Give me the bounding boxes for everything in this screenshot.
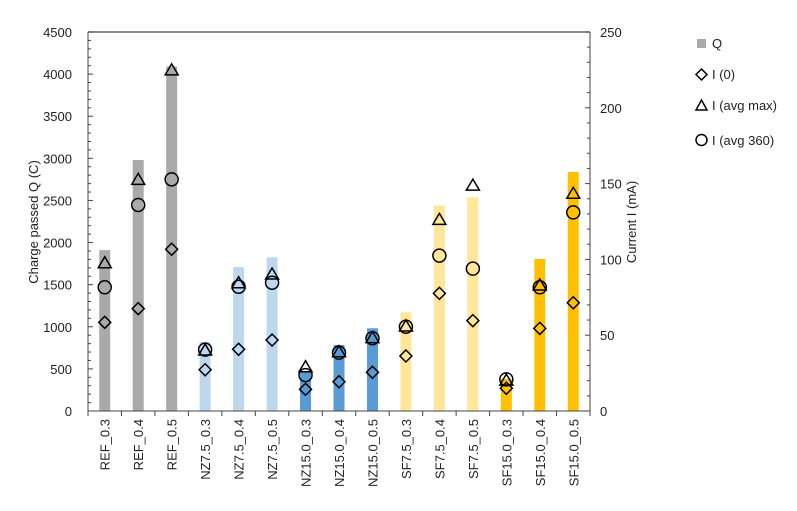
y-tick-label: 3500 xyxy=(43,109,72,124)
bar-SF7.5_0.4 xyxy=(433,205,445,411)
marker-circle-REF_0.3 xyxy=(97,280,112,295)
marker-circle-NZ15.0_0.4 xyxy=(331,345,347,360)
marker-circle-SF15.0_0.4 xyxy=(532,280,548,295)
bar-SF15.0_0.5 xyxy=(567,171,579,411)
marker-diamond-NZ15.0_0.4 xyxy=(331,374,347,389)
bar-NZ15.0_0.5 xyxy=(366,328,378,411)
marker-triangle-NZ15.0_0.3 xyxy=(297,359,314,373)
y-tick-label: 2500 xyxy=(43,193,72,208)
x-tick-label: REF_0.3 xyxy=(98,419,113,470)
bar-REF_0.5 xyxy=(166,66,178,411)
marker-triangle-SF15.0_0.4 xyxy=(531,277,548,291)
x-tick-label: SF15.0_0.5 xyxy=(566,419,581,486)
x-tick-label: NZ7.5_0.4 xyxy=(232,419,247,480)
bar-NZ15.0_0.3 xyxy=(300,371,312,411)
x-tick-label: REF_0.4 xyxy=(131,419,146,470)
legend-diamond-icon xyxy=(694,67,709,82)
marker-triangle-REF_0.3 xyxy=(96,255,113,269)
marker-circle-REF_0.5 xyxy=(164,172,179,187)
marker-triangle-NZ7.5_0.3 xyxy=(197,342,213,356)
y-tick-label: 4000 xyxy=(43,67,72,82)
marker-circle-NZ15.0_0.5 xyxy=(365,330,380,346)
marker-diamond-NZ7.5_0.5 xyxy=(265,332,280,348)
x-tick-label: NZ15.0_0.4 xyxy=(332,419,347,487)
y-tick-label: 3000 xyxy=(43,151,72,166)
axes: 0 500 1000 1500 2000 2500 3000 3500 4000 4500 0 50 1… xyxy=(43,25,622,487)
marker-diamond-REF_0.4 xyxy=(131,301,146,316)
x-tick-label: SF15.0_0.4 xyxy=(533,419,548,486)
x-tick-label: NZ15.0_0.3 xyxy=(299,419,314,487)
y2-tick-label: 50 xyxy=(600,328,614,343)
marker-triangle-SF7.5_0.5 xyxy=(465,177,481,191)
marker-triangle-REF_0.5 xyxy=(163,62,180,76)
bar-REF_0.4 xyxy=(132,160,144,411)
marker-circle-SF15.0_0.5 xyxy=(566,205,581,220)
x-tick-label: NZ7.5_0.3 xyxy=(198,419,213,480)
y2-tick-label: 200 xyxy=(600,101,622,116)
x-tick-label: SF7.5_0.4 xyxy=(432,419,447,479)
y2-tick-label: 100 xyxy=(600,252,622,267)
marker-triangle-SF15.0_0.5 xyxy=(565,185,582,200)
y-tick-label: 4500 xyxy=(43,25,72,40)
bar-SF7.5_0.5 xyxy=(467,197,479,411)
bar-REF_0.3 xyxy=(99,250,111,411)
legend: Q I (0) I (avg max) I (avg 360) xyxy=(694,36,777,148)
legend-q-label: Q xyxy=(712,36,722,51)
marker-diamond-NZ7.5_0.3 xyxy=(198,362,213,377)
marker-triangle-NZ15.0_0.5 xyxy=(364,330,381,344)
marker-diamond-SF7.5_0.4 xyxy=(432,286,447,301)
legend-circle-icon xyxy=(695,133,708,147)
marker-diamond-SF7.5_0.5 xyxy=(465,313,480,328)
marker-circle-SF7.5_0.3 xyxy=(398,319,414,334)
bar-NZ7.5_0.4 xyxy=(233,266,245,411)
y-tick-label: 2000 xyxy=(43,236,72,251)
legend-triangle-icon xyxy=(694,98,709,111)
x-tick-label: SF15.0_0.3 xyxy=(499,419,514,486)
legend-q-swatch xyxy=(697,39,706,48)
marker-diamond-REF_0.5 xyxy=(164,242,179,257)
marker-diamond-SF7.5_0.3 xyxy=(398,348,413,364)
marker-triangle-REF_0.4 xyxy=(130,171,147,186)
x-tick-label: SF7.5_0.3 xyxy=(399,419,414,479)
y-tick-label: 1500 xyxy=(43,278,72,293)
y2-tick-label: 250 xyxy=(600,25,622,40)
y2-tick-label: 0 xyxy=(600,404,607,419)
x-tick-label: NZ7.5_0.5 xyxy=(265,419,280,480)
x-tick-label: NZ15.0_0.5 xyxy=(365,419,380,487)
y2-tick-label: 150 xyxy=(600,177,622,192)
marker-circle-NZ15.0_0.3 xyxy=(298,367,313,383)
marker-circle-SF15.0_0.3 xyxy=(499,372,514,387)
marker-circle-SF7.5_0.4 xyxy=(432,248,447,263)
marker-diamond-NZ7.5_0.4 xyxy=(231,342,246,357)
marker-circle-NZ7.5_0.3 xyxy=(197,342,213,357)
y-tick-label: 0 xyxy=(65,404,72,419)
x-tick-label: REF_0.5 xyxy=(165,419,180,470)
legend-iavgmax-label: I (avg max) xyxy=(712,98,777,113)
marker-triangle-NZ7.5_0.5 xyxy=(264,266,280,280)
marker-triangle-SF7.5_0.4 xyxy=(431,211,448,226)
y-axis-title: Charge passed Q (C) xyxy=(26,160,41,284)
marker-triangle-NZ7.5_0.4 xyxy=(230,275,247,289)
marker-diamond-SF15.0_0.3 xyxy=(499,381,514,396)
y-tick-label: 500 xyxy=(50,362,72,377)
marker-circle-SF7.5_0.5 xyxy=(465,261,481,276)
marker-triangle-SF7.5_0.3 xyxy=(398,318,414,332)
legend-iavg360-label: I (avg 360) xyxy=(712,133,774,148)
marker-diamond-SF15.0_0.4 xyxy=(532,321,547,336)
x-tick-label: SF7.5_0.5 xyxy=(466,419,481,479)
marker-diamond-SF15.0_0.5 xyxy=(566,295,581,310)
legend-i0-label: I (0) xyxy=(712,67,735,82)
marker-diamond-NZ15.0_0.5 xyxy=(365,365,380,380)
bar-NZ15.0_0.4 xyxy=(333,344,345,411)
marker-triangle-NZ15.0_0.4 xyxy=(331,344,347,358)
marker-circle-REF_0.4 xyxy=(130,197,146,213)
markers xyxy=(96,62,582,397)
marker-circle-NZ7.5_0.5 xyxy=(264,275,280,290)
marker-diamond-REF_0.3 xyxy=(97,315,112,330)
marker-circle-NZ7.5_0.4 xyxy=(231,279,246,294)
y2-axis-title: Current I (mA) xyxy=(624,181,639,263)
y-tick-label: 1000 xyxy=(43,320,72,335)
marker-diamond-NZ15.0_0.3 xyxy=(298,382,313,397)
